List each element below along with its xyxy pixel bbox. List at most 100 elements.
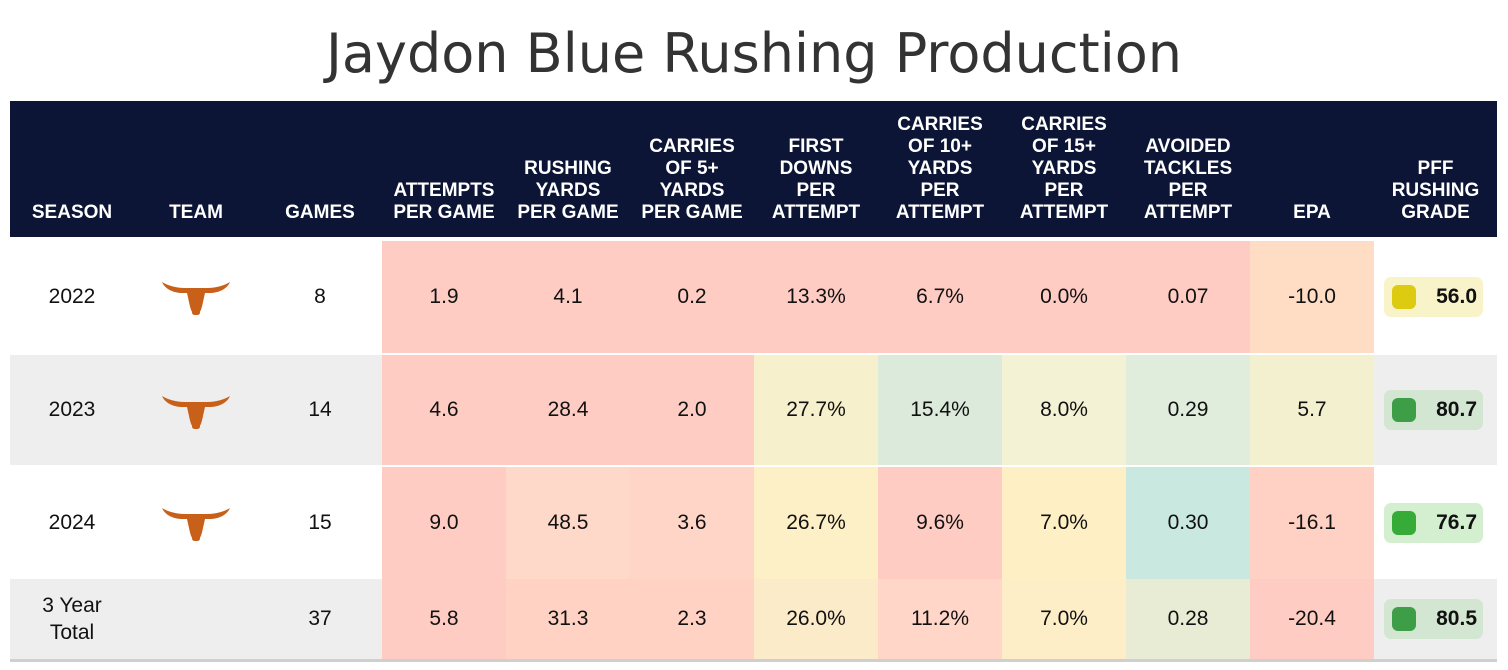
rush-yds-cell: 48.5 bbox=[506, 467, 630, 579]
texas-longhorn-icon bbox=[162, 396, 230, 429]
header-season: SEASON bbox=[10, 101, 134, 237]
pff-grade-badge: 80.7 bbox=[1384, 390, 1483, 430]
texas-longhorn-icon bbox=[162, 282, 230, 315]
header-line: PFF bbox=[1417, 158, 1454, 179]
header-line: PER GAME bbox=[517, 202, 619, 223]
season-cell: 2022 bbox=[10, 241, 134, 353]
pff-grade-badge: 76.7 bbox=[1384, 503, 1483, 543]
header-line: YARDS bbox=[535, 180, 601, 201]
attempts-cell: 4.6 bbox=[382, 355, 506, 465]
header-line: GRADE bbox=[1401, 202, 1470, 223]
carries-10-cell: 15.4% bbox=[878, 355, 1002, 465]
carries-15-cell: 7.0% bbox=[1002, 579, 1126, 659]
header-rush-yds: RUSHING YARDS PER GAME bbox=[506, 101, 630, 237]
table-row: 2024 15 9.0 48.5 3.6 26.7% 9.6% 7.0% 0.30 -16.1 76… bbox=[10, 467, 1497, 579]
grade-value: 76.7 bbox=[1436, 511, 1477, 534]
first-downs-cell: 27.7% bbox=[754, 355, 878, 465]
carries-5-cell: 3.6 bbox=[630, 467, 754, 579]
season-cell: 2023 bbox=[10, 355, 134, 465]
carries-10-cell: 11.2% bbox=[878, 579, 1002, 659]
epa-cell: 5.7 bbox=[1250, 355, 1374, 465]
table-row: 2022 8 1.9 4.1 0.2 13.3% 6.7% 0.0% 0.07 -10.0 56.0 bbox=[10, 241, 1497, 353]
header-first-downs: FIRST DOWNS PER ATTEMPT bbox=[754, 101, 878, 237]
header-carries-5: CARRIES OF 5+ YARDS PER GAME bbox=[630, 101, 754, 237]
header-line: ATTEMPT bbox=[1143, 202, 1233, 223]
header-line: PER bbox=[1168, 180, 1208, 201]
header-line: PER GAME bbox=[393, 202, 495, 223]
avoided-tackles-cell: 0.29 bbox=[1126, 355, 1250, 465]
attempts-cell: 1.9 bbox=[382, 241, 506, 353]
carries-10-cell: 6.7% bbox=[878, 241, 1002, 353]
games-cell: 14 bbox=[308, 398, 332, 421]
header-line: SEASON bbox=[31, 202, 113, 223]
team-cell bbox=[134, 579, 258, 659]
header-line: CARRIES bbox=[1021, 114, 1107, 135]
header-line: RUSHING bbox=[1391, 180, 1480, 201]
grade-color-indicator bbox=[1392, 398, 1416, 422]
carries-5-cell: 0.2 bbox=[630, 241, 754, 353]
header-line: PER bbox=[920, 180, 960, 201]
games-cell: 8 bbox=[314, 285, 326, 308]
season-cell: 3 Year Total bbox=[10, 579, 134, 659]
header-line: YARDS bbox=[907, 158, 973, 179]
games-cell: 37 bbox=[308, 607, 332, 630]
header-line: AVOIDED bbox=[1145, 136, 1231, 157]
header-line: DOWNS bbox=[779, 158, 853, 179]
header-line: OF 5+ bbox=[665, 158, 719, 179]
carries-10-cell: 9.6% bbox=[878, 467, 1002, 579]
table-row: 2023 14 4.6 28.4 2.0 27.7% 15.4% 8.0% 0.29 5.7 80.… bbox=[10, 355, 1497, 465]
grade-value: 56.0 bbox=[1436, 285, 1477, 308]
grade-value: 80.5 bbox=[1436, 607, 1477, 630]
pff-grade-badge: 56.0 bbox=[1384, 277, 1483, 317]
carries-5-cell: 2.0 bbox=[630, 355, 754, 465]
header-carries-15: CARRIES OF 15+ YARDS PER ATTEMPT bbox=[1002, 101, 1126, 237]
header-line: EPA bbox=[1293, 202, 1331, 223]
table-header: SEASON TEAM GAMES ATTEMPTS PER GAME RUSHING YA… bbox=[10, 101, 1497, 237]
carries-15-cell: 8.0% bbox=[1002, 355, 1126, 465]
grade-color-indicator bbox=[1392, 607, 1416, 631]
epa-cell: -20.4 bbox=[1250, 579, 1374, 659]
header-line: YARDS bbox=[659, 180, 725, 201]
team-cell bbox=[134, 467, 258, 579]
rush-yds-cell: 31.3 bbox=[506, 579, 630, 659]
season-value: 2023 bbox=[48, 398, 96, 421]
header-line: CARRIES bbox=[649, 136, 735, 157]
rush-yds-cell: 28.4 bbox=[506, 355, 630, 465]
attempts-cell: 5.8 bbox=[382, 579, 506, 659]
header-line: GAMES bbox=[285, 202, 355, 223]
season-cell: 2024 bbox=[10, 467, 134, 579]
epa-cell: -16.1 bbox=[1250, 467, 1374, 579]
first-downs-cell: 26.7% bbox=[754, 467, 878, 579]
header-line: RUSHING bbox=[524, 158, 612, 179]
first-downs-cell: 26.0% bbox=[754, 579, 878, 659]
header-grade: PFF RUSHING GRADE bbox=[1374, 101, 1497, 237]
header-avoided-tackles: AVOIDED TACKLES PER ATTEMPT bbox=[1126, 101, 1250, 237]
header-line: PER GAME bbox=[641, 202, 743, 223]
header-line: TACKLES bbox=[1143, 158, 1233, 179]
header-games: GAMES bbox=[258, 101, 382, 237]
header-carries-10: CARRIES OF 10+ YARDS PER ATTEMPT bbox=[878, 101, 1002, 237]
header-line: ATTEMPT bbox=[1019, 202, 1109, 223]
table-bottom-border bbox=[10, 659, 1497, 662]
header-team: TEAM bbox=[134, 101, 258, 237]
carries-15-cell: 7.0% bbox=[1002, 467, 1126, 579]
header-attempts: ATTEMPTS PER GAME bbox=[382, 101, 506, 237]
header-line: YARDS bbox=[1031, 158, 1097, 179]
header-line: ATTEMPTS bbox=[393, 180, 495, 201]
header-line: TEAM bbox=[169, 202, 223, 223]
header-line: OF 10+ bbox=[908, 136, 972, 157]
header-line: PER bbox=[796, 180, 836, 201]
first-downs-cell: 13.3% bbox=[754, 241, 878, 353]
texas-longhorn-icon bbox=[162, 508, 230, 541]
header-line: FIRST bbox=[788, 136, 844, 157]
season-value: 2022 bbox=[48, 285, 96, 308]
games-cell: 15 bbox=[308, 511, 332, 534]
header-line: PER bbox=[1044, 180, 1084, 201]
carries-15-cell: 0.0% bbox=[1002, 241, 1126, 353]
header-line: ATTEMPT bbox=[771, 202, 861, 223]
team-cell bbox=[134, 355, 258, 465]
avoided-tackles-cell: 0.07 bbox=[1126, 241, 1250, 353]
epa-cell: -10.0 bbox=[1250, 241, 1374, 353]
team-cell bbox=[134, 241, 258, 353]
pff-grade-badge: 80.5 bbox=[1384, 599, 1483, 639]
